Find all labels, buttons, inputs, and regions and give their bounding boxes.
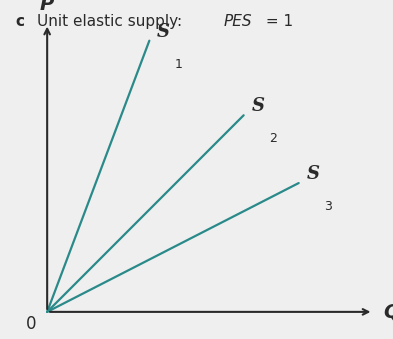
Text: = 1: = 1 [261,14,294,28]
Text: c: c [16,14,25,28]
Text: 0: 0 [26,315,37,333]
Text: 3: 3 [324,200,332,213]
Text: P: P [40,0,54,14]
Text: S: S [307,165,320,183]
Text: Q: Q [383,302,393,321]
Text: 2: 2 [269,132,277,145]
Text: PES: PES [224,14,253,28]
Text: Unit elastic supply:: Unit elastic supply: [37,14,187,28]
Text: S: S [252,97,264,115]
Text: S: S [157,23,170,41]
Text: 1: 1 [175,58,183,71]
